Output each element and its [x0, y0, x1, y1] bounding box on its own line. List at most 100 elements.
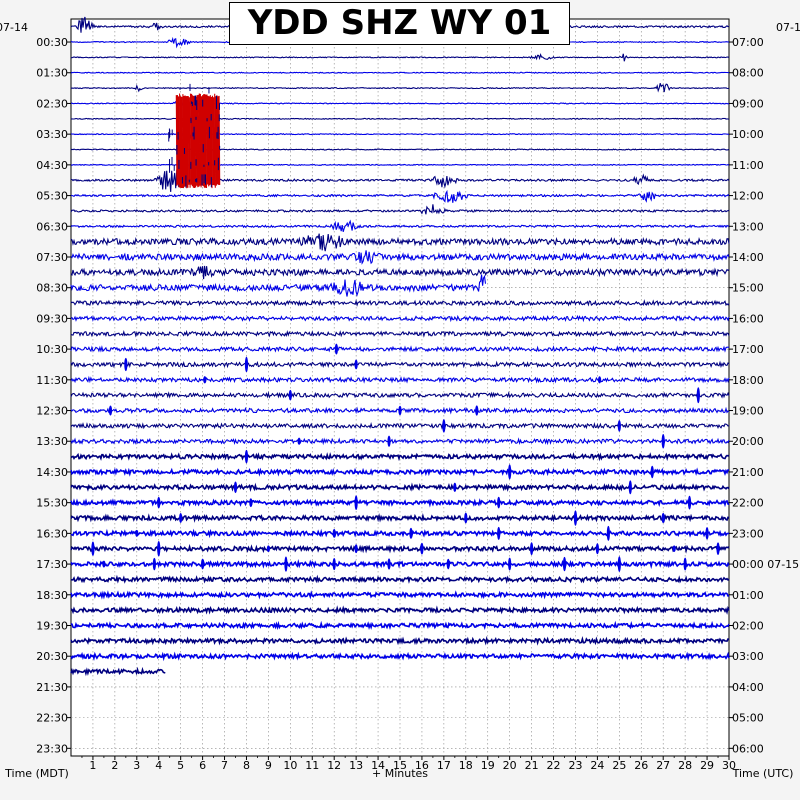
seismic-spike	[672, 545, 676, 553]
seismic-spike	[266, 545, 270, 553]
left-time-label: 05:30	[36, 190, 68, 203]
left-time-label: 03:30	[36, 128, 68, 141]
x-axis-label: + Minutes	[372, 767, 428, 780]
x-tick-label: 24	[590, 759, 604, 772]
right-time-label: 09:00	[732, 97, 764, 110]
right-time-label: 03:00	[732, 650, 764, 663]
right-time-label: 11:00	[732, 159, 764, 172]
right-time-label: 12:00	[732, 190, 764, 203]
seismic-spike	[332, 528, 336, 538]
chart-title: YDD SHZ WY 01	[229, 2, 570, 45]
right-time-label: 05:00	[732, 712, 764, 725]
x-tick-label: 2	[111, 759, 118, 772]
x-tick-label: 15	[393, 759, 407, 772]
seismic-spike	[288, 389, 292, 401]
trace-line	[70, 651, 730, 662]
trace-line	[70, 299, 730, 307]
seismic-spike	[201, 558, 205, 570]
seismic-spike	[453, 482, 457, 493]
seismic-spike	[387, 558, 391, 570]
x-tick-label: 28	[678, 759, 692, 772]
right-time-label: 00:00 07-15	[732, 558, 799, 571]
seismic-spike	[233, 481, 238, 494]
seismic-spike	[606, 525, 610, 541]
trace-line	[70, 189, 730, 203]
left-time-label: 13:30	[36, 435, 68, 448]
x-tick-label: 29	[700, 759, 714, 772]
x-tick-label: 12	[327, 759, 341, 772]
left-time-label: 23:30	[36, 742, 68, 755]
left-time-label: 17:30	[36, 558, 68, 571]
right-time-label: 22:00	[732, 497, 764, 510]
seismic-spike	[179, 512, 183, 524]
left-time-label: 22:30	[36, 712, 68, 725]
right-time-label: 23:00	[732, 527, 764, 540]
x-tick-label: 23	[568, 759, 582, 772]
right-time-label: 06:00	[732, 742, 764, 755]
x-tick-label: 22	[547, 759, 561, 772]
right-time-label: 15:00	[732, 282, 764, 295]
trace-line	[70, 71, 729, 74]
left-time-label: 11:30	[36, 374, 68, 387]
seismic-spike	[464, 512, 468, 524]
x-tick-label: 4	[155, 759, 162, 772]
left-time-label: 21:30	[36, 681, 68, 694]
x-tick-label: 26	[634, 759, 648, 772]
trace-line	[70, 620, 730, 631]
left-time-label: 14:30	[36, 466, 68, 479]
seismic-spike	[354, 495, 358, 510]
seismic-spike	[244, 356, 249, 373]
seismic-spike	[244, 449, 249, 464]
trace-line	[70, 666, 166, 677]
seismic-spike	[597, 376, 602, 384]
left-time-label: 10:30	[36, 343, 68, 356]
seismic-spike	[442, 419, 446, 433]
seismic-spike	[628, 480, 632, 495]
right-time-label: 13:00	[732, 220, 764, 233]
trace-line	[70, 360, 730, 369]
x-tick-label: 11	[305, 759, 319, 772]
right-time-label: 21:00	[732, 466, 764, 479]
right-time-label: 01:00	[732, 589, 764, 602]
seismic-spike	[497, 496, 501, 509]
seismic-spike	[446, 558, 450, 570]
left-time-label: 00:30	[36, 36, 68, 49]
seismic-spike	[617, 556, 621, 572]
trace-line	[70, 345, 730, 353]
x-tick-label: 7	[221, 759, 228, 772]
seismic-spike	[284, 556, 288, 572]
seismic-spike	[573, 510, 578, 526]
trace-line	[70, 204, 730, 215]
left-time-label: 19:30	[36, 619, 68, 632]
x-tick-label: 6	[199, 759, 206, 772]
seismic-spike	[687, 495, 692, 510]
x-tick-label: 21	[525, 759, 539, 772]
left-time-label: 18:30	[36, 589, 68, 602]
seismic-spike	[508, 464, 512, 480]
seismic-spike	[157, 496, 161, 509]
seismic-spike	[249, 498, 253, 508]
clipped-event	[175, 93, 221, 189]
seismic-spike	[387, 435, 391, 447]
seismic-spike	[661, 512, 665, 524]
right-time-label: 18:00	[732, 374, 764, 387]
seismic-spike	[108, 405, 113, 416]
left-date-label: 07-14	[0, 21, 28, 34]
seismic-spike	[661, 434, 665, 449]
seismic-spike	[203, 376, 207, 384]
seismic-spike	[297, 437, 301, 445]
trace-line	[70, 635, 730, 646]
seismic-spike	[334, 343, 338, 355]
trace-line	[70, 452, 730, 462]
seismic-spike	[409, 527, 413, 539]
seismic-spike	[354, 544, 358, 554]
right-time-label: 07:00	[732, 36, 764, 49]
left-time-label: 04:30	[36, 159, 68, 172]
seismic-spike	[508, 557, 512, 571]
seismic-spike	[475, 405, 479, 416]
x-tick-label: 27	[656, 759, 670, 772]
x-tick-label: 19	[481, 759, 495, 772]
seismic-spike	[135, 529, 139, 537]
seismic-spike	[683, 557, 687, 571]
right-time-label: 08:00	[732, 67, 764, 80]
